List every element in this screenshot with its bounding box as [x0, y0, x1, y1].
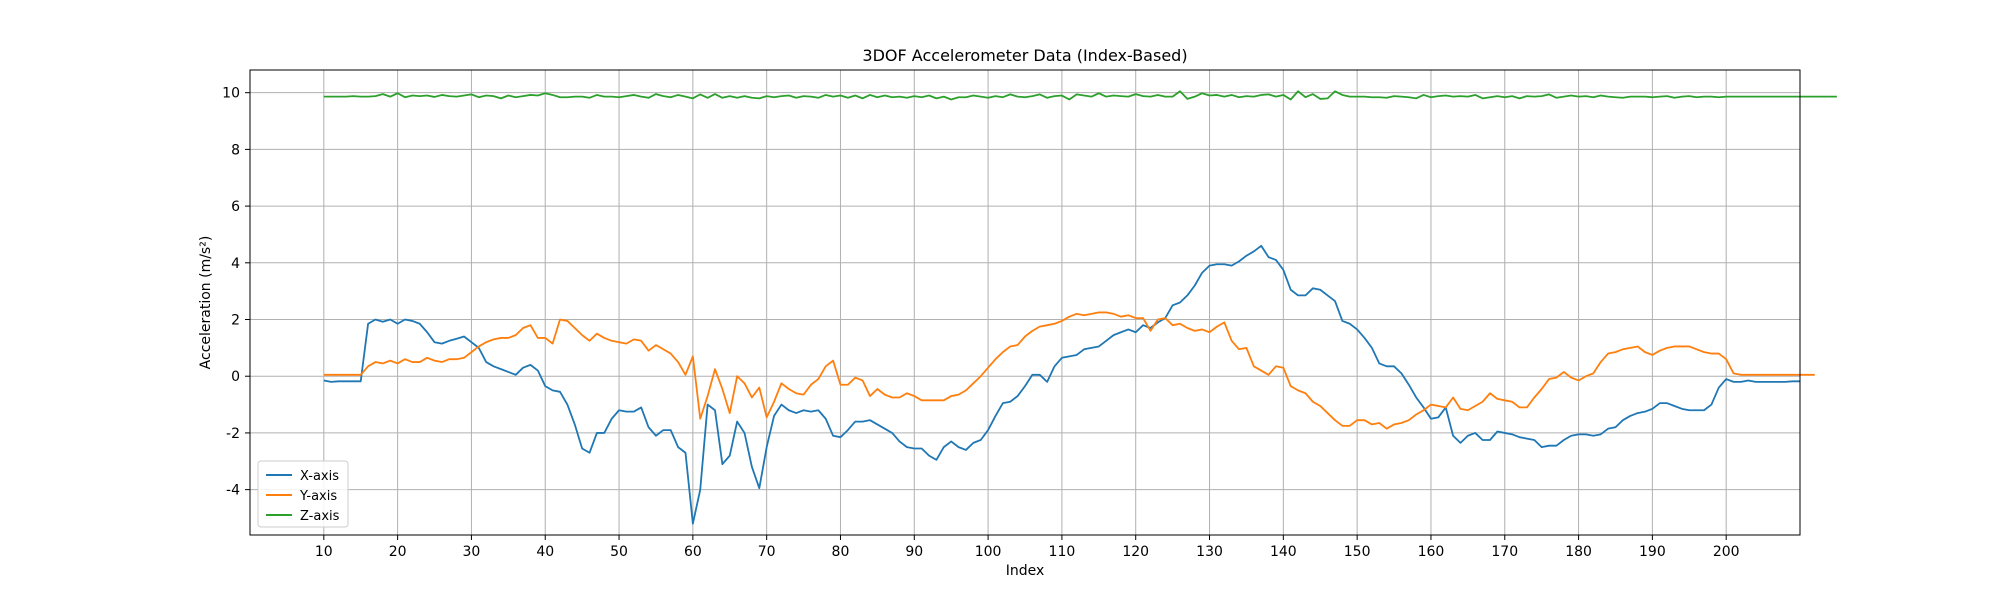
y-tick-label: -2 — [226, 426, 240, 442]
x-tick-label: 200 — [1713, 544, 1740, 560]
x-tick-label: 140 — [1270, 544, 1297, 560]
legend: X-axis Y-axis Z-axis — [257, 460, 349, 528]
x-tick-label: 50 — [610, 544, 628, 560]
plot-frame — [249, 69, 1801, 536]
x-axis-label: Index — [1006, 563, 1045, 579]
legend-box — [257, 460, 349, 528]
series-line-z-axis — [323, 90, 1837, 101]
series-line-y-axis — [323, 311, 1815, 430]
x-tick-label: 60 — [684, 544, 702, 560]
grid — [250, 70, 1800, 535]
series-line-x-axis — [323, 244, 1800, 525]
x-tick-label: 180 — [1565, 544, 1592, 560]
x-tick-label: 30 — [463, 544, 481, 560]
x-tick-label: 150 — [1344, 544, 1371, 560]
y-tick-label: -4 — [226, 483, 240, 499]
x-tick-label: 80 — [832, 544, 850, 560]
x-tick-label: 20 — [389, 544, 407, 560]
x-tick-label: 190 — [1639, 544, 1666, 560]
x-tick-label: 100 — [975, 544, 1002, 560]
x-tick-label: 130 — [1196, 544, 1223, 560]
x-tick-label: 10 — [315, 544, 333, 560]
chart-title: 3DOF Accelerometer Data (Index-Based) — [862, 46, 1187, 65]
y-tick-label: 10 — [222, 86, 240, 102]
y-tick-label: 8 — [231, 142, 240, 158]
x-tick-label: 170 — [1491, 544, 1518, 560]
ticks: 10 20 30 40 50 60 70 80 90 100 110 120 130 140 150 160 1… — [222, 86, 1739, 560]
legend-label: Y-axis — [299, 489, 337, 504]
y-tick-label: 6 — [231, 199, 240, 215]
x-tick-label: 110 — [1049, 544, 1076, 560]
x-tick-label: 90 — [905, 544, 923, 560]
y-tick-label: 0 — [231, 369, 240, 385]
x-tick-label: 160 — [1418, 544, 1445, 560]
y-tick-label: 2 — [231, 313, 240, 329]
legend-label: X-axis — [300, 469, 339, 484]
legend-label: Z-axis — [300, 509, 340, 524]
x-tick-label: 40 — [536, 544, 554, 560]
y-tick-label: 4 — [231, 256, 240, 272]
y-axis-label: Acceleration (m/s²) — [198, 236, 214, 370]
x-tick-label: 120 — [1122, 544, 1149, 560]
x-tick-label: 70 — [758, 544, 776, 560]
series-lines — [323, 90, 1837, 525]
